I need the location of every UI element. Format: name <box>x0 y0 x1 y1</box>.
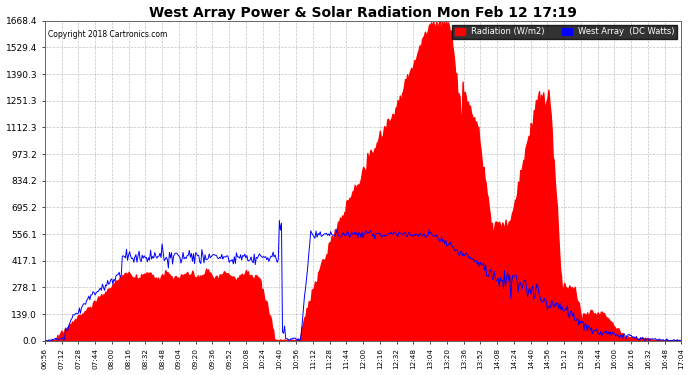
Legend: Radiation (W/m2), West Array  (DC Watts): Radiation (W/m2), West Array (DC Watts) <box>452 25 678 39</box>
Title: West Array Power & Solar Radiation Mon Feb 12 17:19: West Array Power & Solar Radiation Mon F… <box>149 6 577 20</box>
Text: Copyright 2018 Cartronics.com: Copyright 2018 Cartronics.com <box>48 30 168 39</box>
